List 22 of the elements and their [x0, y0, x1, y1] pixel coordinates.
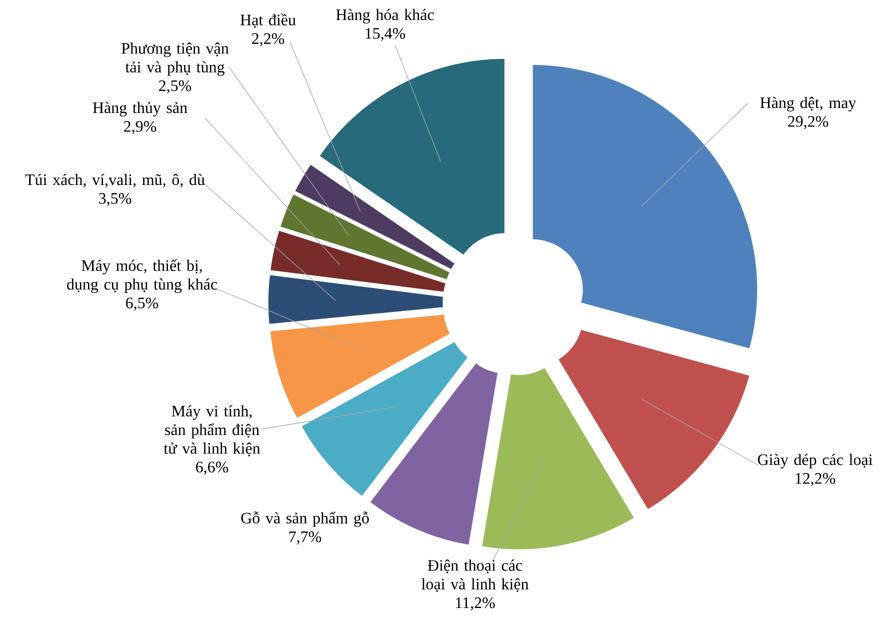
slice-label: Gỗ và sản phẩm gỗ: [241, 511, 369, 527]
slice-label: Máy móc, thiết bị, dụng cụ phụ tùng khác: [67, 259, 218, 294]
data-label: 6,6%: [196, 462, 228, 475]
slice-label: Hàng dệt, may: [760, 96, 856, 112]
data-label: 11,2%: [456, 597, 495, 610]
slice-label: Túi xách, ví,vali, mũ, ô, dù: [25, 174, 205, 188]
data-label: 2,2%: [252, 33, 284, 46]
data-label: 7,7%: [289, 531, 322, 545]
data-label: 15,4%: [366, 28, 406, 42]
slice-label: Hạt điều: [240, 14, 296, 28]
data-label: 2,5%: [159, 80, 192, 94]
data-label: 12,2%: [796, 473, 836, 486]
data-label: 6,5%: [126, 298, 158, 311]
slice-label: Phương tiện vận tải và phụ tùng: [122, 42, 229, 76]
slice-label: Máy vi tính, sản phẩm điện tử và linh kiện: [164, 405, 260, 456]
slice-label: Hàng thủy sản: [92, 102, 188, 116]
slice-label: Giày dép các loại: [758, 454, 872, 468]
data-label: 3,5%: [99, 193, 132, 206]
data-label: 29,2%: [788, 116, 828, 130]
data-label: 2,9%: [124, 121, 156, 134]
slice-label: Hàng hóa khác: [336, 8, 434, 24]
slice-label: Điện thoại các loại và linh kiện: [422, 560, 529, 592]
